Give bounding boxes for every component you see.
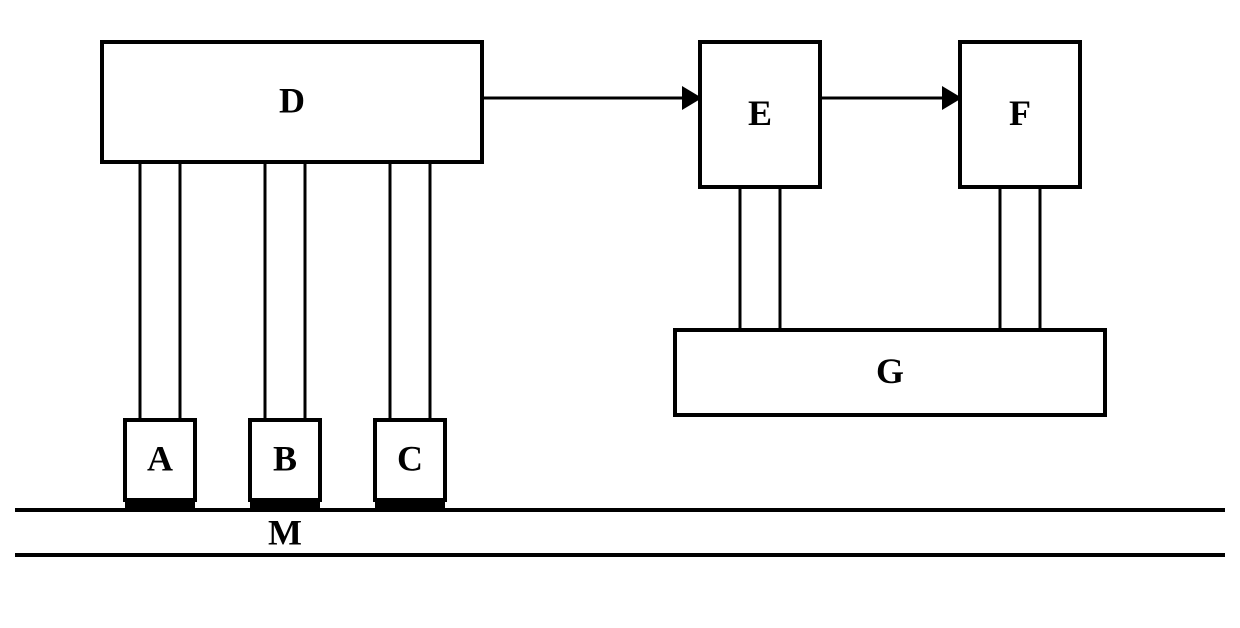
- node-b: B: [250, 420, 320, 500]
- rail-label: M: [268, 512, 302, 552]
- node-label: G: [876, 351, 904, 391]
- node-label: F: [1009, 93, 1031, 133]
- node-label: D: [279, 80, 305, 120]
- node-label: E: [748, 93, 772, 133]
- node-label: A: [147, 438, 173, 478]
- node-e: E: [700, 42, 820, 187]
- node-c: C: [375, 420, 445, 500]
- node-label: B: [273, 438, 297, 478]
- diagram-canvas: M D E F G A B C: [0, 0, 1240, 628]
- node-g: G: [675, 330, 1105, 415]
- node-f: F: [960, 42, 1080, 187]
- node-a: A: [125, 420, 195, 500]
- node-d: D: [102, 42, 482, 162]
- node-label: C: [397, 438, 423, 478]
